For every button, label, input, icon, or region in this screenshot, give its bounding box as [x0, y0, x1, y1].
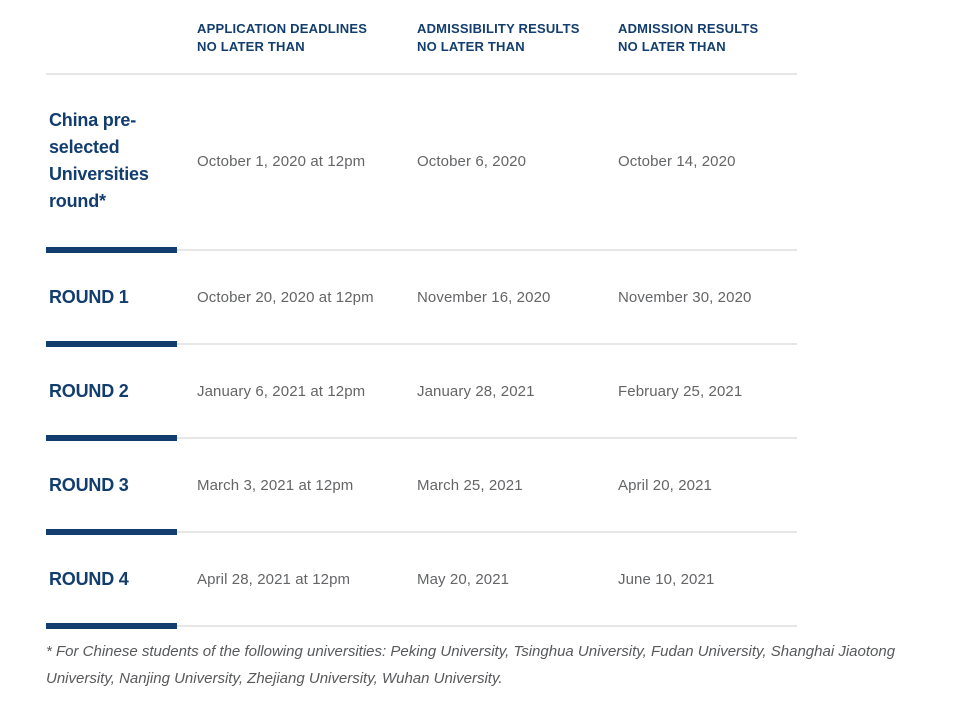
header-admissibility-results: ADMISSIBILITY RESULTS NO LATER THAN	[417, 20, 618, 73]
cell-admission-result: February 25, 2021	[618, 382, 743, 400]
table-header-row: APPLICATION DEADLINES NO LATER THAN ADMI…	[46, 0, 797, 73]
header-divider	[46, 73, 797, 75]
cell-application-deadline: March 3, 2021 at 12pm	[197, 476, 354, 494]
header-line: ADMISSIBILITY RESULTS	[417, 21, 580, 36]
row-label: ROUND 2	[49, 380, 129, 401]
cell-admission-result: April 20, 2021	[618, 476, 712, 494]
row-label: ROUND 3	[49, 474, 129, 495]
header-line: ADMISSION RESULTS	[618, 21, 759, 36]
row-divider	[46, 247, 797, 253]
cell-admissibility-result: November 16, 2020	[417, 288, 551, 306]
header-line: NO LATER THAN	[618, 39, 726, 54]
cell-application-deadline: January 6, 2021 at 12pm	[197, 382, 366, 400]
header-spacer	[46, 20, 197, 73]
table-row-round-2: ROUND 2 January 6, 2021 at 12pm January …	[46, 347, 797, 435]
divider-navy-bar	[46, 435, 177, 441]
deadlines-table: APPLICATION DEADLINES NO LATER THAN ADMI…	[46, 0, 797, 629]
header-line: APPLICATION DEADLINES	[197, 21, 368, 36]
row-divider	[46, 435, 797, 441]
row-divider	[46, 341, 797, 347]
divider-navy-bar	[46, 247, 177, 253]
cell-admission-result: November 30, 2020	[618, 288, 752, 306]
cell-admissibility-result: May 20, 2021	[417, 570, 510, 588]
table-row-round-1: ROUND 1 October 20, 2020 at 12pm Novembe…	[46, 253, 797, 341]
header-application-deadlines: APPLICATION DEADLINES NO LATER THAN	[197, 20, 417, 73]
divider-navy-bar	[46, 341, 177, 347]
cell-admissibility-result: January 28, 2021	[417, 382, 535, 400]
cell-admission-result: June 10, 2021	[618, 570, 715, 588]
cell-application-deadline: April 28, 2021 at 12pm	[197, 570, 351, 588]
divider-gray-rule	[46, 625, 797, 627]
cell-admission-result: October 14, 2020	[618, 152, 736, 170]
table-row-round-3: ROUND 3 March 3, 2021 at 12pm March 25, …	[46, 441, 797, 529]
header-line: NO LATER THAN	[197, 39, 305, 54]
divider-navy-bar	[46, 623, 177, 629]
row-divider	[46, 529, 797, 535]
footnote: * For Chinese students of the following …	[46, 643, 896, 687]
table-row-china-preselected: China pre-selected Universities round* O…	[46, 75, 797, 247]
row-label: ROUND 1	[49, 286, 129, 307]
row-label: China pre-selected Universities round*	[49, 110, 149, 211]
header-line: NO LATER THAN	[417, 39, 525, 54]
divider-gray-rule	[46, 343, 797, 345]
cell-admissibility-result: October 6, 2020	[417, 152, 527, 170]
row-divider	[46, 623, 797, 629]
cell-application-deadline: October 20, 2020 at 12pm	[197, 288, 374, 306]
cell-application-deadline: October 1, 2020 at 12pm	[197, 152, 366, 170]
table-row-round-4: ROUND 4 April 28, 2021 at 12pm May 20, 2…	[46, 535, 797, 623]
row-label: ROUND 4	[49, 568, 129, 589]
divider-gray-rule	[46, 437, 797, 439]
divider-navy-bar	[46, 529, 177, 535]
divider-gray-rule	[46, 249, 797, 251]
divider-gray-rule	[46, 531, 797, 533]
cell-admissibility-result: March 25, 2021	[417, 476, 523, 494]
header-admission-results: ADMISSION RESULTS NO LATER THAN	[618, 20, 797, 73]
